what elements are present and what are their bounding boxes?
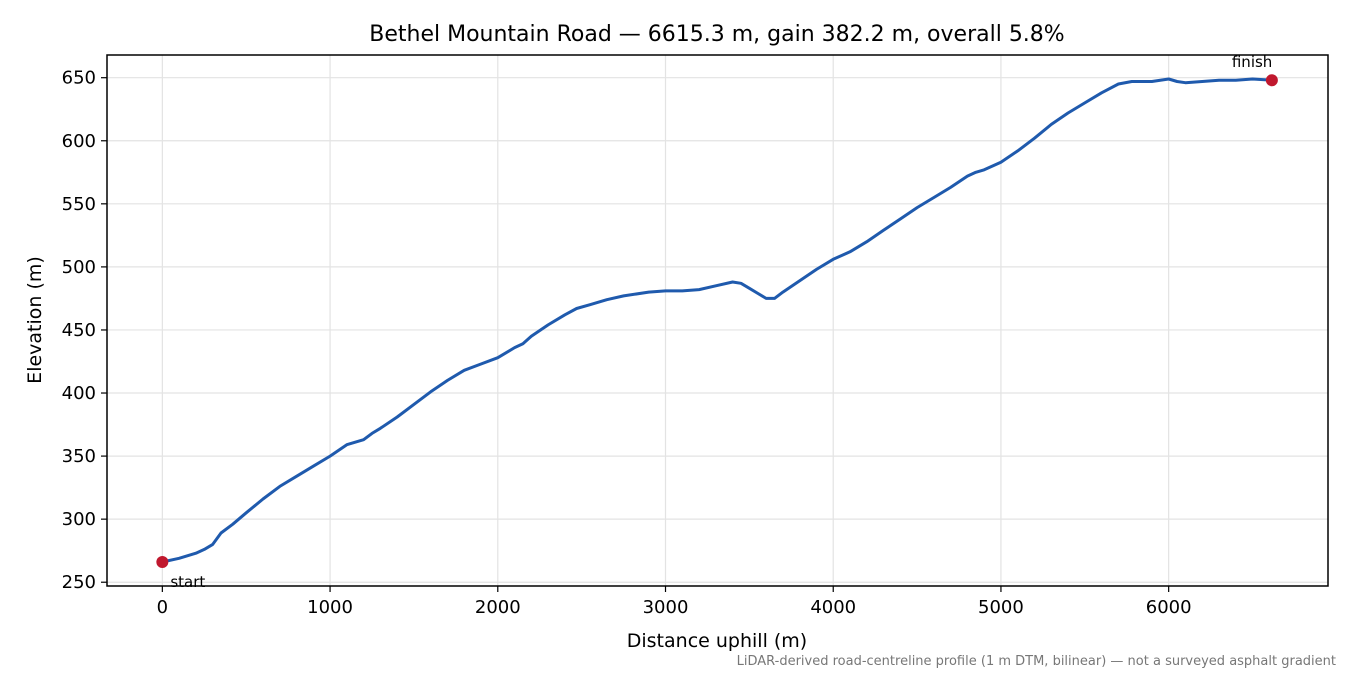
x-axis-label: Distance uphill (m) xyxy=(627,630,807,652)
marker-label-start: start xyxy=(170,573,205,591)
x-tick-label: 1000 xyxy=(307,597,353,618)
marker-finish xyxy=(1265,74,1278,87)
grid-lines xyxy=(107,55,1328,586)
x-tick-label: 0 xyxy=(157,597,168,618)
marker-start xyxy=(156,556,169,569)
x-tick-label: 3000 xyxy=(643,597,689,618)
x-tick-label: 6000 xyxy=(1146,597,1192,618)
y-tick-label: 500 xyxy=(62,257,96,278)
y-tick-label: 600 xyxy=(62,131,96,152)
y-axis-ticks: 250 300 350 400 450 500 550 600 650 xyxy=(62,68,107,593)
y-tick-label: 450 xyxy=(62,320,96,341)
x-axis-ticks: 0 1000 2000 3000 4000 5000 6000 xyxy=(157,586,1192,618)
chart-title: Bethel Mountain Road — 6615.3 m, gain 38… xyxy=(369,22,1064,47)
x-tick-label: 4000 xyxy=(810,597,856,618)
marker-label-finish: finish xyxy=(1232,53,1272,71)
y-tick-label: 250 xyxy=(62,572,96,593)
footnote: LiDAR-derived road-centreline profile (1… xyxy=(737,654,1336,669)
y-tick-label: 400 xyxy=(62,383,96,404)
endpoint-markers: start finish xyxy=(156,53,1278,591)
y-axis-label: Elevation (m) xyxy=(24,256,46,384)
y-tick-label: 550 xyxy=(62,194,96,215)
plot-area-frame xyxy=(106,54,1329,587)
y-tick-label: 650 xyxy=(62,68,96,89)
y-tick-label: 300 xyxy=(62,509,96,530)
x-tick-label: 5000 xyxy=(978,597,1024,618)
x-tick-label: 2000 xyxy=(475,597,521,618)
y-tick-label: 350 xyxy=(62,446,96,467)
elevation-series-line xyxy=(160,77,1274,564)
